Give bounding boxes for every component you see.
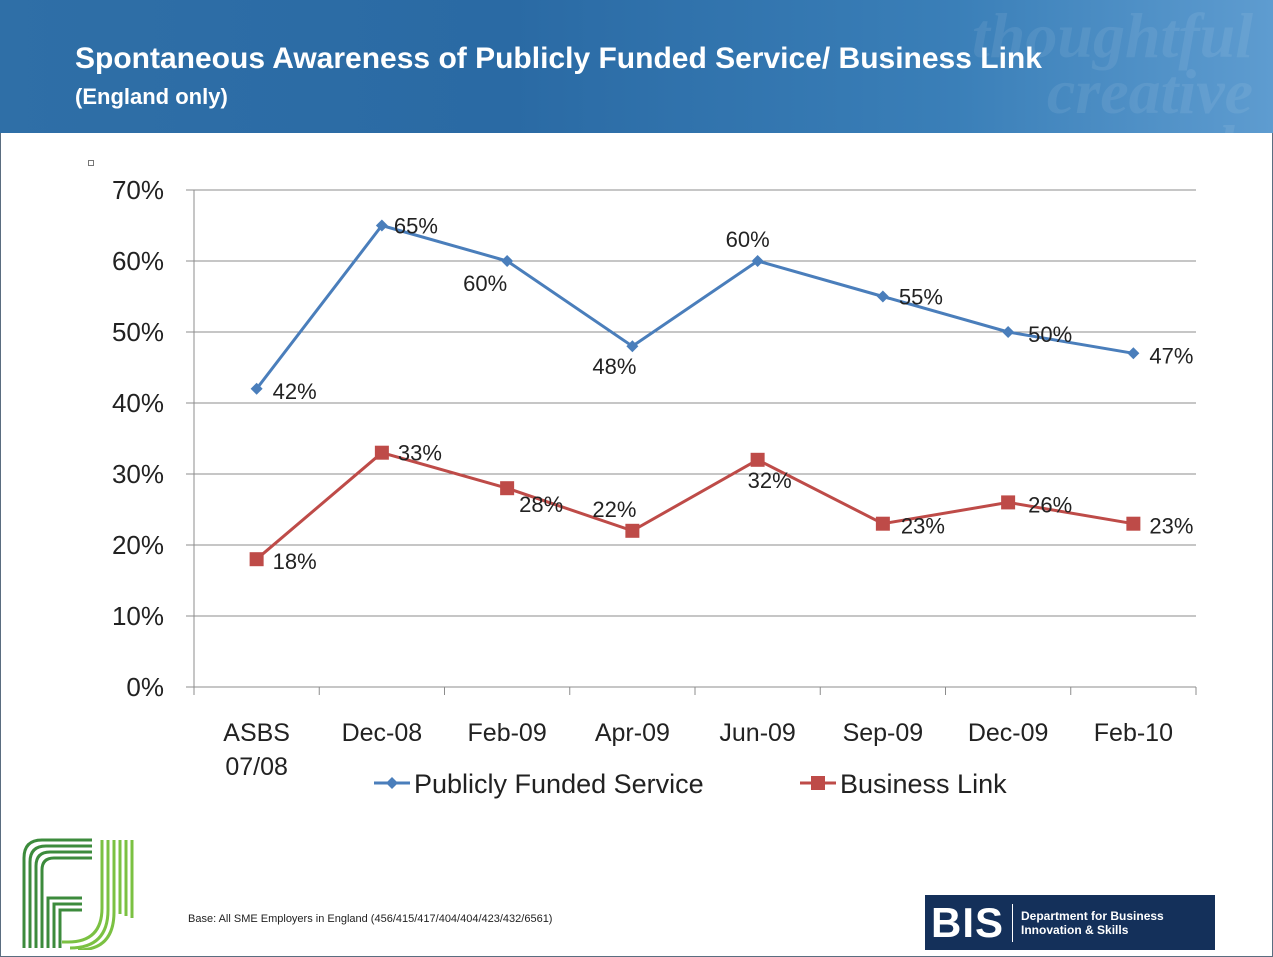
data-point — [1002, 326, 1015, 338]
bullet-marker — [88, 160, 94, 166]
data-label: 32% — [748, 468, 792, 493]
x-tick-label: Sep-09 — [843, 719, 924, 747]
organisation-logo — [22, 838, 134, 950]
bis-dept-line-2: Innovation & Skills — [1021, 922, 1129, 937]
bis-logo-letters: BIS — [931, 898, 1005, 946]
x-tick-label: 07/08 — [225, 753, 288, 781]
data-label: 50% — [1028, 322, 1072, 347]
x-tick-label: Apr-09 — [595, 719, 670, 747]
x-tick-label: Dec-08 — [342, 719, 423, 747]
data-label: 55% — [899, 285, 943, 310]
y-tick-label: 70% — [112, 175, 164, 205]
x-tick-label: Feb-10 — [1094, 719, 1173, 747]
header-watermark: thoughtfulcreativeresearch — [971, 0, 1253, 134]
y-tick-label: 50% — [112, 317, 164, 347]
data-label: 26% — [1028, 492, 1072, 517]
y-tick-label: 40% — [112, 388, 164, 418]
x-tick-label: Feb-09 — [468, 719, 547, 747]
data-point — [875, 516, 890, 531]
bis-logo-divider — [1012, 903, 1014, 942]
data-label: 28% — [519, 492, 563, 517]
data-label: 60% — [726, 227, 770, 252]
data-label: 65% — [394, 214, 438, 239]
data-label: 23% — [1149, 514, 1193, 539]
legend-swatch-marker — [811, 776, 825, 790]
data-point — [751, 255, 764, 267]
data-point — [250, 382, 263, 395]
data-point — [625, 523, 640, 538]
data-label: 48% — [592, 354, 636, 379]
data-point — [500, 481, 515, 496]
y-tick-label: 0% — [126, 672, 164, 702]
legend-label: Publicly Funded Service — [414, 769, 704, 799]
data-point — [876, 290, 889, 303]
slide-subtitle: (England only) — [75, 84, 228, 109]
bis-logo-department: Department for Business Innovation & Ski… — [1021, 909, 1164, 937]
data-point — [249, 552, 264, 567]
x-tick-label: ASBS — [223, 719, 290, 747]
bis-logo: BIS Department for Business Innovation &… — [925, 895, 1215, 950]
x-tick-label: Dec-09 — [968, 719, 1049, 747]
y-tick-label: 20% — [112, 530, 164, 560]
data-point — [374, 445, 389, 460]
series-line — [255, 451, 1134, 561]
y-tick-label: 60% — [112, 246, 164, 276]
slide-header: thoughtfulcreativeresearch Spontaneous A… — [0, 0, 1273, 133]
data-point — [750, 452, 765, 467]
legend-label: Business Link — [840, 769, 1007, 799]
data-point — [1127, 347, 1140, 360]
data-label: 47% — [1149, 343, 1193, 368]
data-label: 60% — [463, 271, 507, 296]
slide-title: Spontaneous Awareness of Publicly Funded… — [75, 42, 1042, 75]
data-label: 22% — [592, 497, 636, 522]
y-tick-label: 30% — [112, 459, 164, 489]
y-tick-label: 10% — [112, 601, 164, 631]
base-note: Base: All SME Employers in England (456/… — [188, 913, 553, 925]
data-label: 42% — [273, 379, 317, 404]
data-point — [501, 255, 514, 267]
data-point — [375, 219, 388, 232]
data-label: 18% — [273, 549, 317, 574]
line-chart: 0% 10% 20% 30% 40% 50% 60% 70% ASBS 07/08 Dec-08 Fe… — [112, 175, 1197, 799]
data-point — [1126, 516, 1141, 531]
data-point — [626, 340, 639, 353]
series-line — [255, 223, 1134, 390]
data-label: 23% — [901, 514, 945, 539]
data-point — [1001, 495, 1016, 510]
data-label: 33% — [398, 441, 442, 466]
legend-swatch-marker — [386, 777, 398, 789]
x-tick-label: Jun-09 — [719, 719, 795, 747]
bis-dept-line-1: Department for Business — [1021, 908, 1164, 923]
